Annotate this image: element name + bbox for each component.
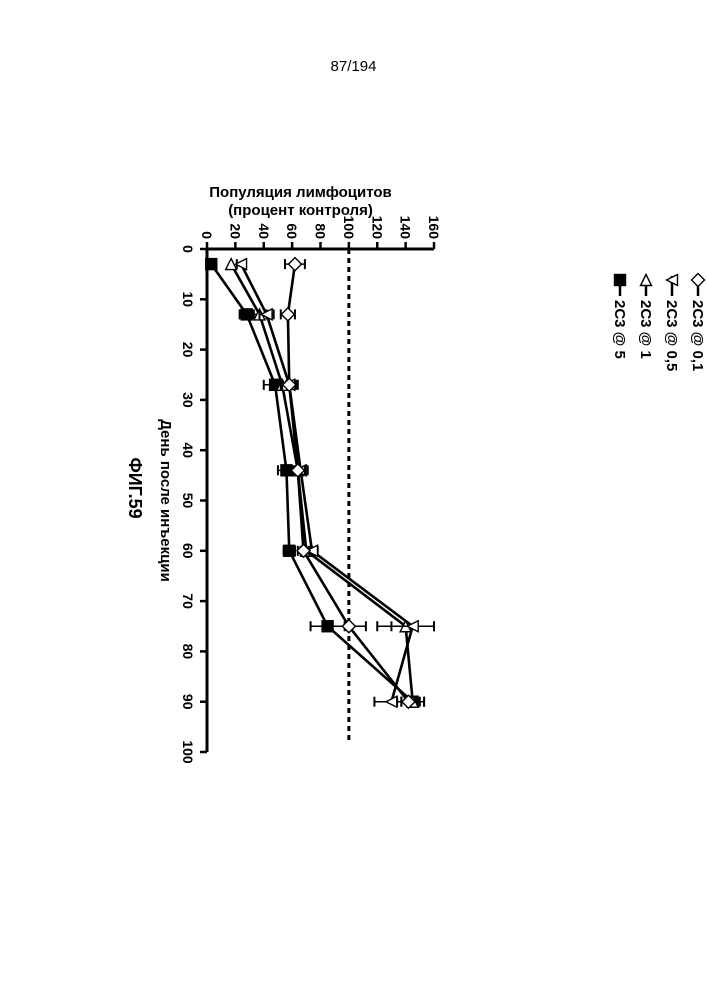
y-tick-label: 40	[256, 223, 272, 239]
y-tick-label: 0	[199, 231, 215, 239]
y-tick-label: 60	[284, 223, 300, 239]
series-line	[241, 264, 413, 702]
y-tick-label: 160	[426, 216, 442, 240]
x-tick-label: 60	[180, 543, 196, 559]
x-axis-label: День после инъекции	[157, 419, 174, 582]
series-group	[206, 259, 424, 708]
y-tick-label: 140	[398, 216, 414, 240]
rotated-chart-group: 0 10 20 30 40 50 60 70 80 90 100 0 20 40 60 80 100 120 140…	[125, 184, 706, 764]
series-marker	[284, 545, 295, 556]
x-tick-label: 50	[180, 493, 196, 509]
x-tick-label: 70	[180, 593, 196, 609]
series-line	[231, 264, 413, 702]
y-axis-label-line-1: Популяция лимфоцитов	[209, 184, 392, 201]
x-tick-label: 40	[180, 442, 196, 458]
series-marker	[641, 275, 652, 286]
legend-item: 2C3 @ 1	[637, 275, 654, 359]
x-tick-label: 10	[180, 292, 196, 308]
series-marker	[692, 274, 705, 287]
x-tick-label: 30	[180, 392, 196, 408]
legend-label: 2C3 @ 1	[637, 300, 654, 359]
series-group	[236, 259, 434, 708]
y-tick-label: 80	[313, 223, 329, 239]
x-tick-label: 80	[180, 644, 196, 660]
x-tick-label: 90	[180, 694, 196, 710]
legend-label: 2C3 @ 5	[611, 300, 628, 359]
labels-layer: День после инъекции Популяция лимфоцитов…	[125, 184, 392, 582]
series-marker	[615, 275, 626, 286]
legend-item: 2C3 @ 5	[611, 275, 628, 359]
legend-label: 2C3 @ 0,5	[663, 300, 680, 371]
axes-layer: 0 10 20 30 40 50 60 70 80 90 100 0 20 40 60 80 100 120 140…	[180, 216, 442, 764]
y-tick-label: 20	[227, 223, 243, 239]
legend-item: 2C3 @ 0,5	[663, 275, 680, 372]
y-tick-label: 120	[369, 216, 385, 240]
legend: 2C3 @ 5 2C3 @ 1 2C3 @ 0,5 2C3 @ 0,1	[611, 274, 706, 372]
series-line	[211, 264, 412, 702]
figure-label: ФИГ.59	[125, 457, 145, 518]
x-tick-label: 0	[180, 245, 196, 253]
x-tick-label: 100	[180, 740, 196, 764]
y-axis-label-line-2: (процент контроля)	[228, 202, 373, 219]
series-layer	[206, 258, 434, 709]
y-tick-label: 100	[341, 216, 357, 240]
legend-item: 2C3 @ 0,1	[689, 274, 706, 372]
legend-label: 2C3 @ 0,1	[689, 300, 706, 371]
series-marker	[288, 258, 301, 271]
x-tick-label: 20	[180, 342, 196, 358]
series-marker	[241, 309, 252, 320]
series-marker	[281, 308, 294, 321]
series-group	[226, 259, 434, 708]
